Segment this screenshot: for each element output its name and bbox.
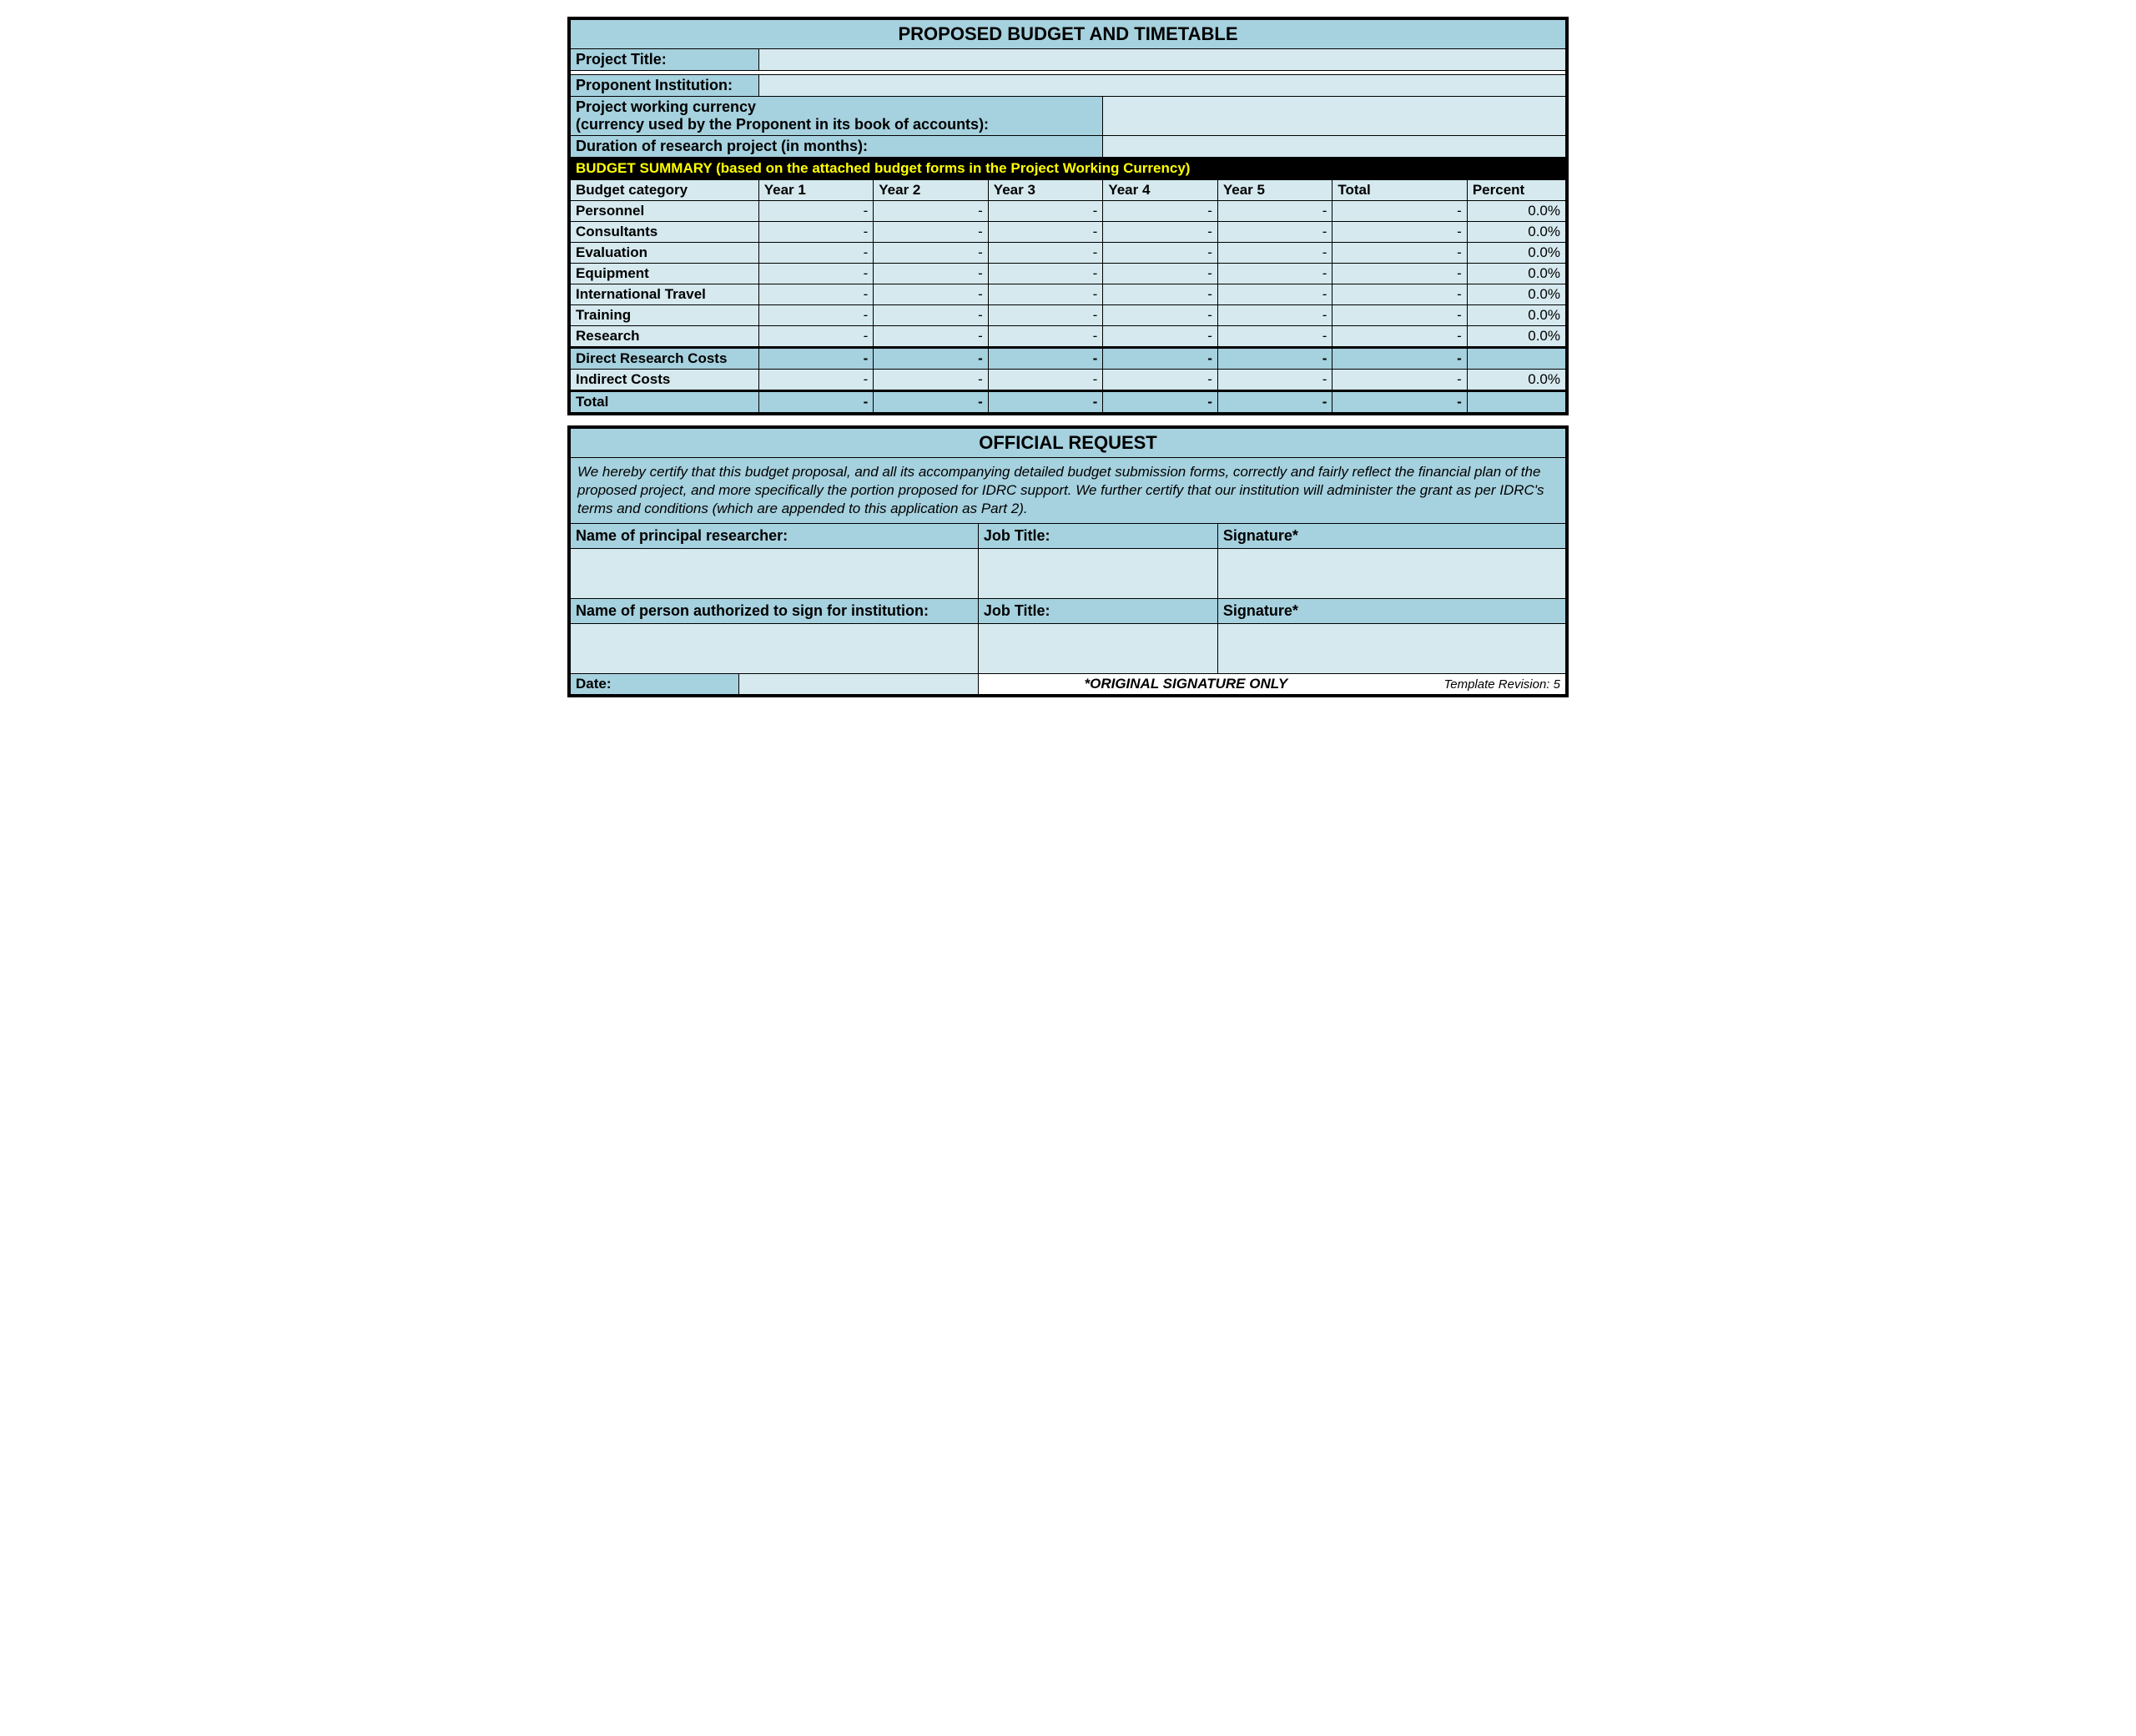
col-year4: Year 4 <box>1103 180 1218 201</box>
table-row: Direct Research Costs - - - - - - <box>569 348 1567 370</box>
date-field[interactable] <box>738 674 978 697</box>
table-row: Indirect Costs - - - - - - 0.0% <box>569 370 1567 391</box>
signature-row <box>569 549 1567 599</box>
footer-row: Date: *ORIGINAL SIGNATURE ONLY Template … <box>569 674 1567 697</box>
job-title-field[interactable] <box>978 624 1217 674</box>
certification-text: We hereby certify that this budget propo… <box>569 458 1567 524</box>
job-title-field[interactable] <box>978 549 1217 599</box>
section-title: OFFICIAL REQUEST <box>569 427 1567 458</box>
col-year5: Year 5 <box>1217 180 1332 201</box>
job-title-label: Job Title: <box>978 599 1217 624</box>
date-label: Date: <box>569 674 738 697</box>
section-title: PROPOSED BUDGET AND TIMETABLE <box>569 18 1567 49</box>
col-year2: Year 2 <box>874 180 989 201</box>
table-row: Evaluation - - - - - - 0.0% <box>569 243 1567 264</box>
proponent-field[interactable] <box>758 75 1567 97</box>
signature-row <box>569 624 1567 674</box>
duration-label: Duration of research project (in months)… <box>569 136 1103 158</box>
job-title-label: Job Title: <box>978 524 1217 549</box>
principal-researcher-label: Name of principal researcher: <box>569 524 978 549</box>
table-row: Training - - - - - - 0.0% <box>569 305 1567 326</box>
col-total: Total <box>1332 180 1467 201</box>
signature-label: Signature* <box>1217 524 1567 549</box>
signature-row: Name of principal researcher: Job Title:… <box>569 524 1567 549</box>
table-row: Total - - - - - - <box>569 391 1567 415</box>
currency-label: Project working currency (currency used … <box>569 97 1103 136</box>
signature-field[interactable] <box>1217 549 1567 599</box>
template-revision: Template Revision: 5 <box>1393 674 1567 697</box>
signature-row: Name of person authorized to sign for in… <box>569 599 1567 624</box>
signature-label: Signature* <box>1217 599 1567 624</box>
table-row: Personnel - - - - - - 0.0% <box>569 201 1567 222</box>
currency-field[interactable] <box>1103 97 1567 136</box>
budget-header-row: Budget category Year 1 Year 2 Year 3 Yea… <box>569 180 1567 201</box>
table-row: International Travel - - - - - - 0.0% <box>569 284 1567 305</box>
budget-summary-banner: BUDGET SUMMARY (based on the attached bu… <box>569 158 1567 180</box>
proponent-label: Proponent Institution: <box>569 75 758 97</box>
table-row: Equipment - - - - - - 0.0% <box>569 264 1567 284</box>
duration-field[interactable] <box>1103 136 1567 158</box>
signature-footnote: *ORIGINAL SIGNATURE ONLY <box>978 674 1393 697</box>
col-year1: Year 1 <box>758 180 874 201</box>
col-year3: Year 3 <box>988 180 1103 201</box>
budget-timetable-section: PROPOSED BUDGET AND TIMETABLE Project Ti… <box>567 17 1569 415</box>
table-row: Consultants - - - - - - 0.0% <box>569 222 1567 243</box>
col-percent: Percent <box>1467 180 1567 201</box>
official-request-section: OFFICIAL REQUEST We hereby certify that … <box>567 425 1569 697</box>
col-category: Budget category <box>569 180 758 201</box>
project-title-field[interactable] <box>758 49 1567 71</box>
authorized-person-label: Name of person authorized to sign for in… <box>569 599 978 624</box>
project-title-label: Project Title: <box>569 49 758 71</box>
authorized-person-field[interactable] <box>569 624 978 674</box>
principal-researcher-field[interactable] <box>569 549 978 599</box>
table-row: Research - - - - - - 0.0% <box>569 326 1567 348</box>
signature-field[interactable] <box>1217 624 1567 674</box>
